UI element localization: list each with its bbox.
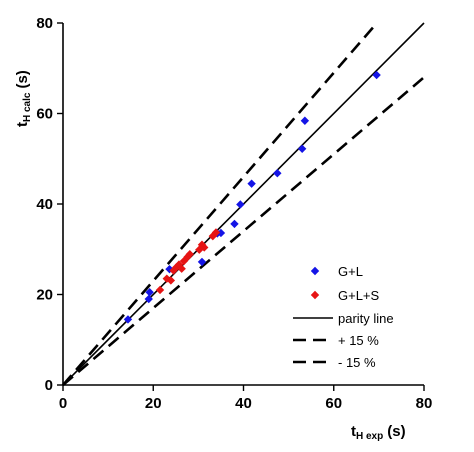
data-point-g-l <box>300 116 310 125</box>
data-point-g-l <box>230 219 239 229</box>
data-point-g-l-s <box>208 231 218 241</box>
y-tick-label: 60 <box>36 106 53 123</box>
y-tick-label: 0 <box>45 377 53 394</box>
data-point-g-l-s <box>177 264 186 273</box>
data-point-g-l <box>236 200 245 209</box>
legend-marker <box>310 290 320 300</box>
data-point-g-l <box>144 294 153 304</box>
plot-area: 0 20 40 60 80 0 20 40 60 80 <box>36 15 432 412</box>
data-point-g-l <box>145 288 154 297</box>
y-axis-label: tH calc (s) <box>14 70 33 127</box>
axis-ticks: 0 20 40 60 80 0 20 40 60 80 <box>36 15 432 412</box>
legend-label: G+L <box>338 264 363 279</box>
x-tick-label: 40 <box>235 395 252 412</box>
data-point-g-l-s <box>200 243 209 252</box>
data-point-g-l-s <box>155 285 165 295</box>
data-point-g-l-s <box>211 228 221 237</box>
x-axis-label-sub: H exp <box>356 431 383 442</box>
data-point-g-l-s <box>166 276 176 285</box>
data-point-g-l-s <box>185 250 195 259</box>
legend: G+L G+L+S parity line + 15 % - 15 % <box>293 264 394 370</box>
data-point-g-l <box>273 169 282 178</box>
x-tick-label: 0 <box>59 395 67 412</box>
y-axis-label-sub: H calc <box>22 92 33 122</box>
data-point-g-l <box>123 315 133 324</box>
x-tick-label: 80 <box>416 395 433 412</box>
data-point-g-l <box>216 228 226 238</box>
x-tick-label: 20 <box>145 395 162 412</box>
x-axis-label: tH exp (s) <box>351 423 406 442</box>
legend-label: - 15 % <box>338 355 376 370</box>
data-point-g-l <box>297 144 307 153</box>
legend-label: G+L+S <box>338 288 380 303</box>
y-axis-label-main: t <box>14 122 31 127</box>
data-points <box>123 70 381 324</box>
y-tick-label: 80 <box>36 15 53 32</box>
legend-label: + 15 % <box>338 333 379 348</box>
data-point-g-l <box>372 70 381 80</box>
x-axis-label-main: t <box>351 423 356 440</box>
x-axis-label-unit: (s) <box>387 423 405 440</box>
legend-label: parity line <box>338 311 394 326</box>
data-point-g-l-s <box>179 256 189 266</box>
data-point-g-l <box>197 257 207 267</box>
y-tick-label: 20 <box>36 287 53 304</box>
data-point-g-l <box>247 179 256 188</box>
y-tick-label: 40 <box>36 196 53 213</box>
legend-marker <box>310 266 320 276</box>
x-tick-label: 60 <box>325 395 342 412</box>
y-axis-label-unit: (s) <box>14 70 31 88</box>
